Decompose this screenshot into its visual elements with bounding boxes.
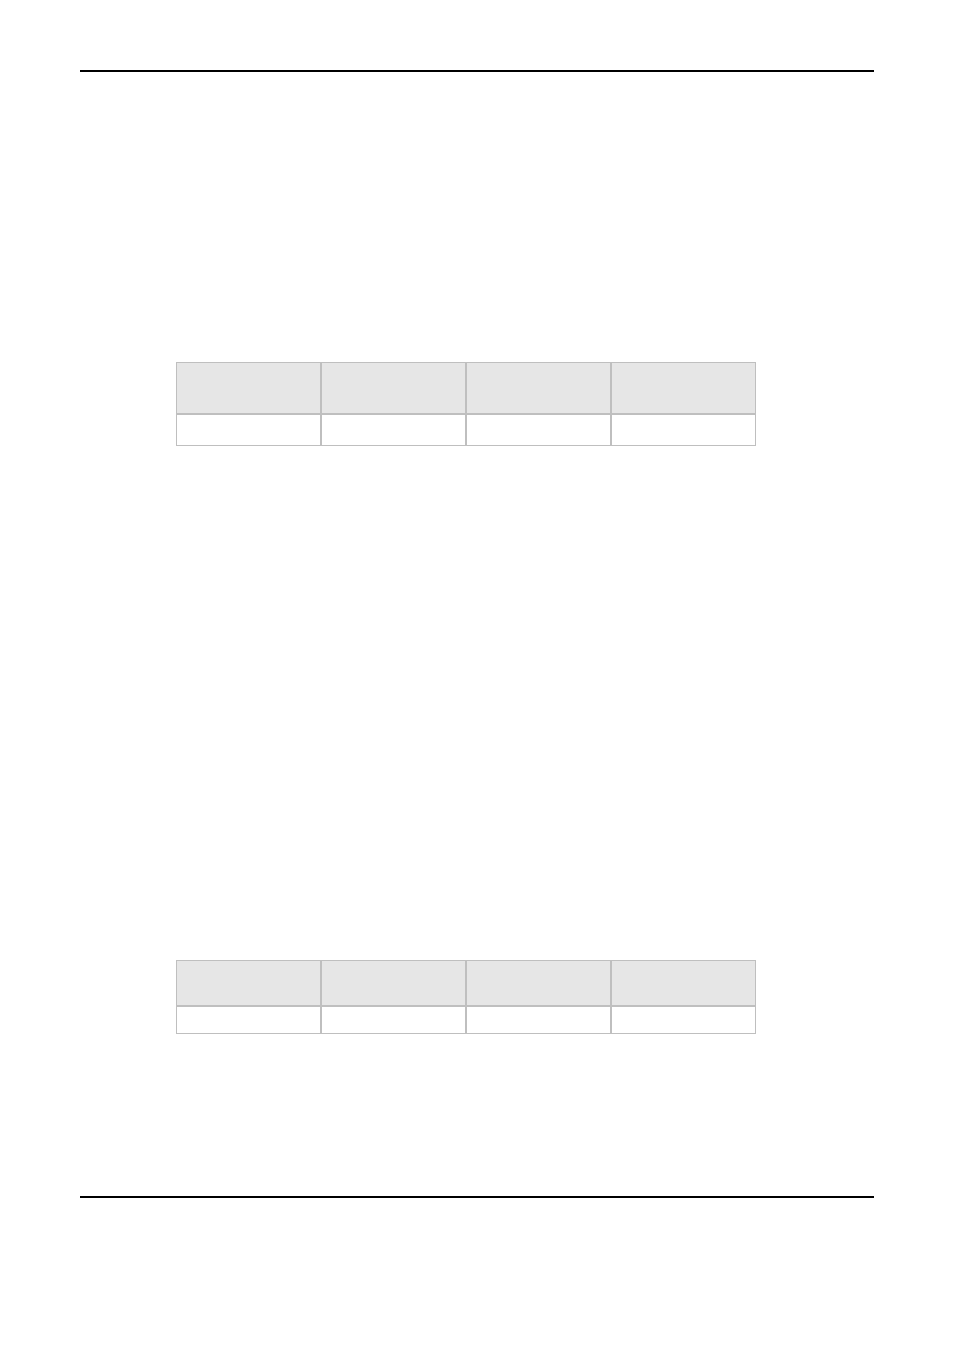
table-2-cell-0-2: [466, 1006, 611, 1034]
table-1-cell-0-0: [176, 414, 321, 446]
table-1-header-row: [176, 362, 756, 414]
table-1-row-0: [176, 414, 756, 446]
page: [0, 0, 954, 1350]
table-2-cell-0-3: [611, 1006, 756, 1034]
table-1-cell-0-2: [466, 414, 611, 446]
table-2: [176, 960, 756, 1034]
table-2-header-row: [176, 960, 756, 1006]
table-1-col-0: [176, 362, 321, 414]
table-2-col-1: [321, 960, 466, 1006]
table-2-col-3: [611, 960, 756, 1006]
table-1-col-2: [466, 362, 611, 414]
table-2-row-0: [176, 1006, 756, 1034]
table-2-cell-0-1: [321, 1006, 466, 1034]
table-1-col-3: [611, 362, 756, 414]
footer-rule: [80, 1196, 874, 1198]
header-rule: [80, 70, 874, 72]
table-1-cell-0-1: [321, 414, 466, 446]
table-2-col-2: [466, 960, 611, 1006]
table-1-col-1: [321, 362, 466, 414]
table-1-cell-0-3: [611, 414, 756, 446]
table-1: [176, 362, 756, 446]
table-2-cell-0-0: [176, 1006, 321, 1034]
table-2-col-0: [176, 960, 321, 1006]
